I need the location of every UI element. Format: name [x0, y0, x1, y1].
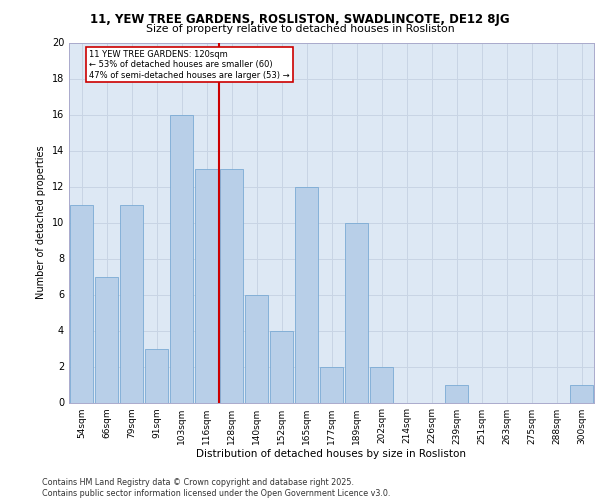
Bar	[295, 186, 318, 402]
Text: 11 YEW TREE GARDENS: 120sqm
← 53% of detached houses are smaller (60)
47% of sem: 11 YEW TREE GARDENS: 120sqm ← 53% of det…	[89, 50, 290, 80]
Bar	[170, 114, 193, 403]
Bar	[195, 168, 218, 402]
Bar	[370, 366, 393, 402]
Bar	[245, 294, 268, 403]
Text: Size of property relative to detached houses in Rosliston: Size of property relative to detached ho…	[146, 24, 454, 34]
Bar	[345, 222, 368, 402]
Bar	[70, 204, 93, 402]
Bar	[570, 384, 593, 402]
Bar	[95, 276, 118, 402]
Text: Contains HM Land Registry data © Crown copyright and database right 2025.
Contai: Contains HM Land Registry data © Crown c…	[42, 478, 391, 498]
Y-axis label: Number of detached properties: Number of detached properties	[36, 146, 46, 300]
Bar	[145, 348, 168, 403]
Bar	[120, 204, 143, 402]
Text: 11, YEW TREE GARDENS, ROSLISTON, SWADLINCOTE, DE12 8JG: 11, YEW TREE GARDENS, ROSLISTON, SWADLIN…	[90, 12, 510, 26]
X-axis label: Distribution of detached houses by size in Rosliston: Distribution of detached houses by size …	[197, 450, 467, 460]
Bar	[320, 366, 343, 402]
Bar	[220, 168, 243, 402]
Bar	[445, 384, 468, 402]
Bar	[270, 330, 293, 402]
